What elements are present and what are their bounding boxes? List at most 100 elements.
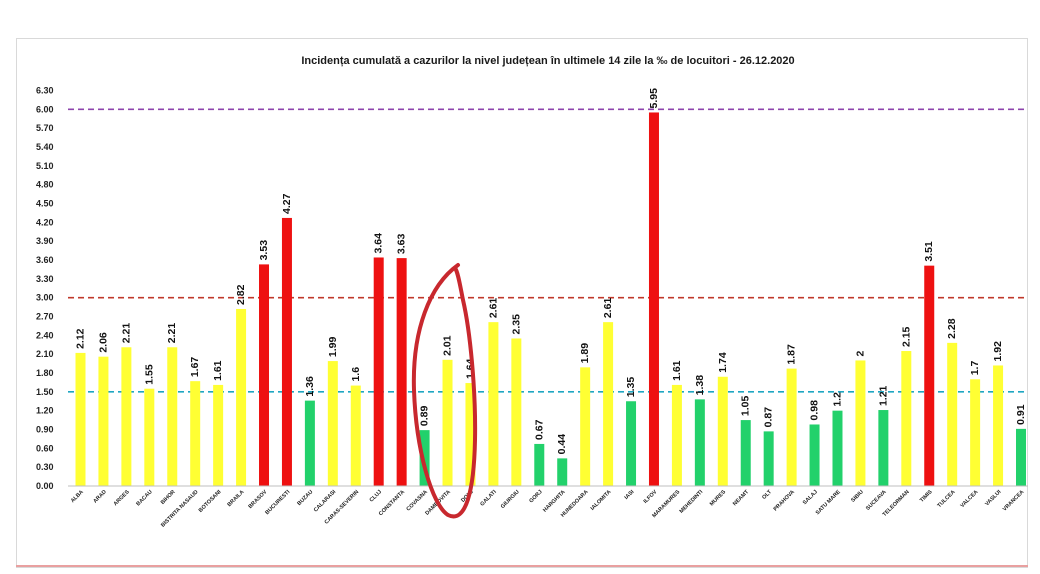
data-label: 1.67	[189, 357, 201, 378]
data-label: 3.63	[396, 234, 408, 255]
x-tick-label: VASLUI	[984, 489, 1003, 508]
bar	[947, 342, 958, 486]
chart-title: Incidența cumulată a cazurilor la nivel …	[301, 55, 794, 67]
data-label: 0.89	[419, 406, 431, 427]
data-label: 2.12	[75, 328, 87, 349]
y-tick-label: 3.30	[36, 274, 54, 284]
data-label: 0.87	[763, 407, 775, 428]
x-tick-label: TULCEA	[937, 489, 957, 509]
x-tick-label: BRAILA	[227, 489, 246, 508]
data-label: 2.61	[487, 298, 499, 319]
x-tick-label: BRASOV	[248, 489, 269, 510]
data-label: 0.91	[1015, 404, 1027, 425]
y-tick-label: 5.10	[36, 161, 54, 171]
bar	[98, 356, 109, 486]
bar	[350, 385, 361, 486]
data-label: 2.82	[235, 284, 247, 305]
data-label: 2.06	[97, 332, 109, 353]
data-label: 1.92	[992, 341, 1004, 362]
bar	[190, 381, 201, 486]
bar	[213, 384, 224, 486]
x-tick-label: CALARASI	[313, 489, 338, 514]
bars	[75, 112, 1026, 486]
data-label: 1.61	[212, 360, 224, 381]
data-label: 4.27	[281, 193, 293, 214]
data-label: 2.35	[510, 314, 522, 335]
y-tick-label: 1.50	[36, 387, 54, 397]
data-label: 1.55	[143, 364, 155, 385]
x-tick-label: PRAHOVA	[773, 489, 796, 512]
bar	[236, 308, 247, 486]
data-label: 3.64	[373, 233, 385, 254]
data-label: 3.53	[258, 240, 270, 261]
bar	[1016, 428, 1026, 486]
bar	[442, 359, 453, 486]
data-label: 0.67	[533, 419, 545, 440]
x-tick-label: CLUJ	[369, 489, 383, 503]
bar	[717, 376, 728, 486]
data-label: 2	[854, 350, 866, 356]
bar	[970, 379, 981, 486]
x-tick-label: BUZAU	[296, 489, 314, 507]
bar	[373, 257, 384, 486]
data-label: 0.98	[809, 400, 821, 421]
x-tick-label: SATU MARE	[815, 489, 842, 516]
bar	[786, 368, 797, 486]
data-label: 2.21	[166, 323, 178, 344]
y-tick-label: 0.60	[36, 443, 54, 453]
bar	[557, 458, 568, 486]
data-label: 1.38	[694, 375, 706, 396]
bar	[534, 443, 545, 486]
bar	[396, 258, 407, 486]
data-label: 1.61	[671, 360, 683, 381]
bar	[281, 217, 292, 486]
x-tick-label: OLT	[761, 489, 773, 501]
y-tick-label: 1.20	[36, 406, 54, 416]
threshold-lines	[68, 108, 1028, 393]
bar	[924, 265, 935, 486]
y-tick-label: 5.70	[36, 123, 54, 133]
x-tick-label: IALOMITA	[590, 489, 613, 512]
x-tick-label: IASI	[624, 489, 636, 501]
bar	[488, 322, 499, 486]
x-tick-label: SIBIU	[850, 489, 865, 504]
data-label: 1.2	[831, 392, 843, 407]
x-tick-label: MEHEDINTI	[679, 489, 705, 515]
y-tick-label: 4.20	[36, 217, 54, 227]
x-tick-label: COVASNA	[406, 489, 429, 512]
bar	[580, 367, 591, 486]
bottom-divider	[16, 565, 1028, 567]
bar	[809, 424, 820, 486]
y-tick-label: 6.30	[36, 86, 54, 96]
x-tick-label: VRANCEA	[1002, 489, 1025, 512]
x-tick-label: ALBA	[70, 489, 85, 504]
data-label: 1.7	[969, 361, 981, 376]
y-tick-label: 2.10	[36, 349, 54, 359]
y-tick-label: 4.80	[36, 180, 54, 190]
y-tick-label: 3.60	[36, 255, 54, 265]
x-tick-label: SUCEAVA	[865, 489, 888, 512]
x-tick-label: BACAU	[135, 489, 153, 507]
data-label: 5.95	[648, 88, 660, 109]
data-label: 1.35	[625, 377, 637, 398]
hand-drawn-circle-annotation	[411, 263, 478, 519]
bar	[878, 410, 889, 486]
y-tick-label: 5.40	[36, 142, 54, 152]
bar	[832, 410, 843, 486]
bar	[121, 347, 132, 486]
y-tick-label: 6.00	[36, 104, 54, 114]
bar	[740, 420, 751, 486]
x-tick-label: BUCURESTI	[264, 489, 291, 516]
bar	[304, 400, 315, 486]
data-label: 1.99	[327, 336, 339, 357]
bar	[855, 360, 866, 486]
y-tick-label: 0.00	[36, 481, 54, 491]
data-label: 1.21	[877, 385, 889, 406]
bar	[419, 430, 430, 486]
bar	[763, 431, 774, 486]
y-tick-label: 3.90	[36, 236, 54, 246]
x-tick-label: SALAJ	[802, 489, 819, 506]
bar	[167, 347, 178, 486]
y-tick-label: 1.80	[36, 368, 54, 378]
